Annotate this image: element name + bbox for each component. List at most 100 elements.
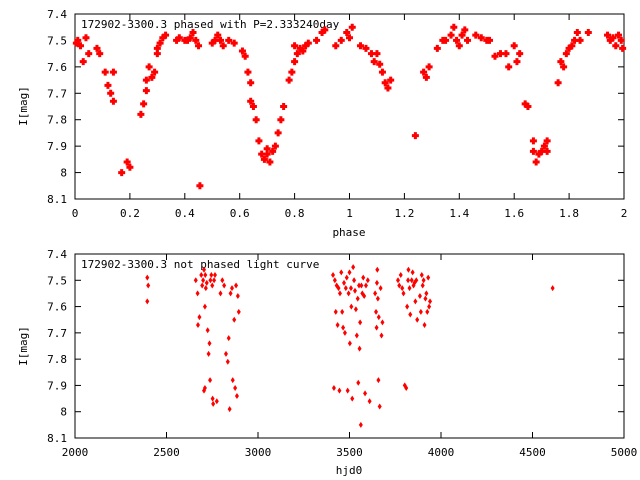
data-point <box>380 319 385 326</box>
data-point <box>137 110 145 118</box>
data-point <box>354 332 359 339</box>
data-point <box>405 303 410 310</box>
data-point <box>280 103 288 110</box>
data-point <box>263 145 271 153</box>
phased-light-curve-panel: 172902-3300.3 phased with P=2.333240day … <box>17 8 627 239</box>
data-point <box>210 395 215 402</box>
data-point <box>453 36 461 44</box>
data-point <box>461 26 469 34</box>
data-point <box>450 23 458 31</box>
data-point <box>222 282 227 289</box>
data-point <box>203 285 208 292</box>
data-point <box>384 84 392 92</box>
data-point <box>401 290 406 297</box>
data-point <box>296 44 304 52</box>
x-tick-label: 0 <box>72 207 79 220</box>
data-point <box>421 277 426 284</box>
data-point <box>485 36 493 44</box>
data-point <box>266 158 274 166</box>
data-point <box>343 285 348 292</box>
data-point <box>400 285 405 292</box>
data-point <box>409 277 414 284</box>
data-point <box>236 308 241 315</box>
data-point <box>210 282 215 289</box>
data-point <box>363 390 368 397</box>
data-point <box>196 182 204 190</box>
data-point <box>118 169 126 177</box>
data-point <box>228 290 233 297</box>
y-tick-label: 8 <box>60 406 67 419</box>
data-point <box>142 87 150 95</box>
data-point <box>404 385 409 392</box>
data-point <box>79 58 87 66</box>
data-point <box>220 277 225 284</box>
y-tick-label: 7.8 <box>47 353 67 366</box>
y-tick-label: 7.6 <box>47 61 67 74</box>
data-point <box>212 277 217 284</box>
data-point <box>186 34 194 42</box>
data-point <box>568 42 576 50</box>
x-tick-label: 2500 <box>153 446 180 459</box>
data-point <box>214 398 219 405</box>
data-point <box>373 290 378 297</box>
data-point <box>345 387 350 394</box>
y-tick-label: 7.9 <box>47 379 67 392</box>
data-point <box>109 97 117 105</box>
data-point <box>142 76 150 84</box>
data-point <box>219 42 227 50</box>
data-point <box>348 285 353 292</box>
data-point <box>411 132 419 140</box>
data-point <box>529 137 537 145</box>
y-tick-label: 7.5 <box>47 34 67 47</box>
data-point <box>420 282 425 289</box>
data-point <box>230 377 235 384</box>
data-point <box>211 400 216 407</box>
data-point <box>145 63 153 71</box>
data-point <box>337 36 345 44</box>
data-point <box>375 295 380 302</box>
data-point <box>293 50 301 58</box>
data-point <box>376 377 381 384</box>
data-point <box>359 282 364 289</box>
data-point <box>195 42 203 50</box>
y-tick-label: 8.1 <box>47 193 67 206</box>
x-tick-label: 1.4 <box>449 207 469 220</box>
data-point <box>358 421 363 428</box>
data-point <box>156 39 164 47</box>
data-point <box>376 314 381 321</box>
data-point <box>288 68 296 76</box>
data-point <box>464 36 472 44</box>
data-point <box>543 137 551 145</box>
x-tick-label: 2 <box>621 207 628 220</box>
data-point <box>252 116 260 124</box>
x-tick-label: 3000 <box>245 446 272 459</box>
data-point <box>197 314 202 321</box>
data-point <box>363 282 368 289</box>
data-point <box>351 264 356 271</box>
data-point <box>291 42 299 50</box>
data-point <box>151 68 159 76</box>
x-tick-label: 2000 <box>62 446 89 459</box>
data-point <box>216 36 224 44</box>
data-point <box>428 298 433 305</box>
data-point <box>162 31 170 39</box>
data-point <box>425 308 430 315</box>
data-point <box>233 385 238 392</box>
data-point <box>107 89 115 97</box>
data-point <box>331 272 336 279</box>
data-point <box>510 42 518 50</box>
data-point <box>375 266 380 273</box>
data-point <box>247 97 255 105</box>
data-point <box>348 23 356 31</box>
data-point <box>238 47 246 55</box>
x-tick-label: 1.6 <box>504 207 524 220</box>
data-point <box>339 269 344 276</box>
data-point <box>200 282 205 289</box>
data-point <box>184 36 192 44</box>
data-point <box>513 58 521 66</box>
data-point <box>373 50 381 58</box>
data-point <box>521 100 529 108</box>
data-point <box>615 31 623 39</box>
data-point <box>418 308 423 315</box>
data-point <box>340 308 345 315</box>
